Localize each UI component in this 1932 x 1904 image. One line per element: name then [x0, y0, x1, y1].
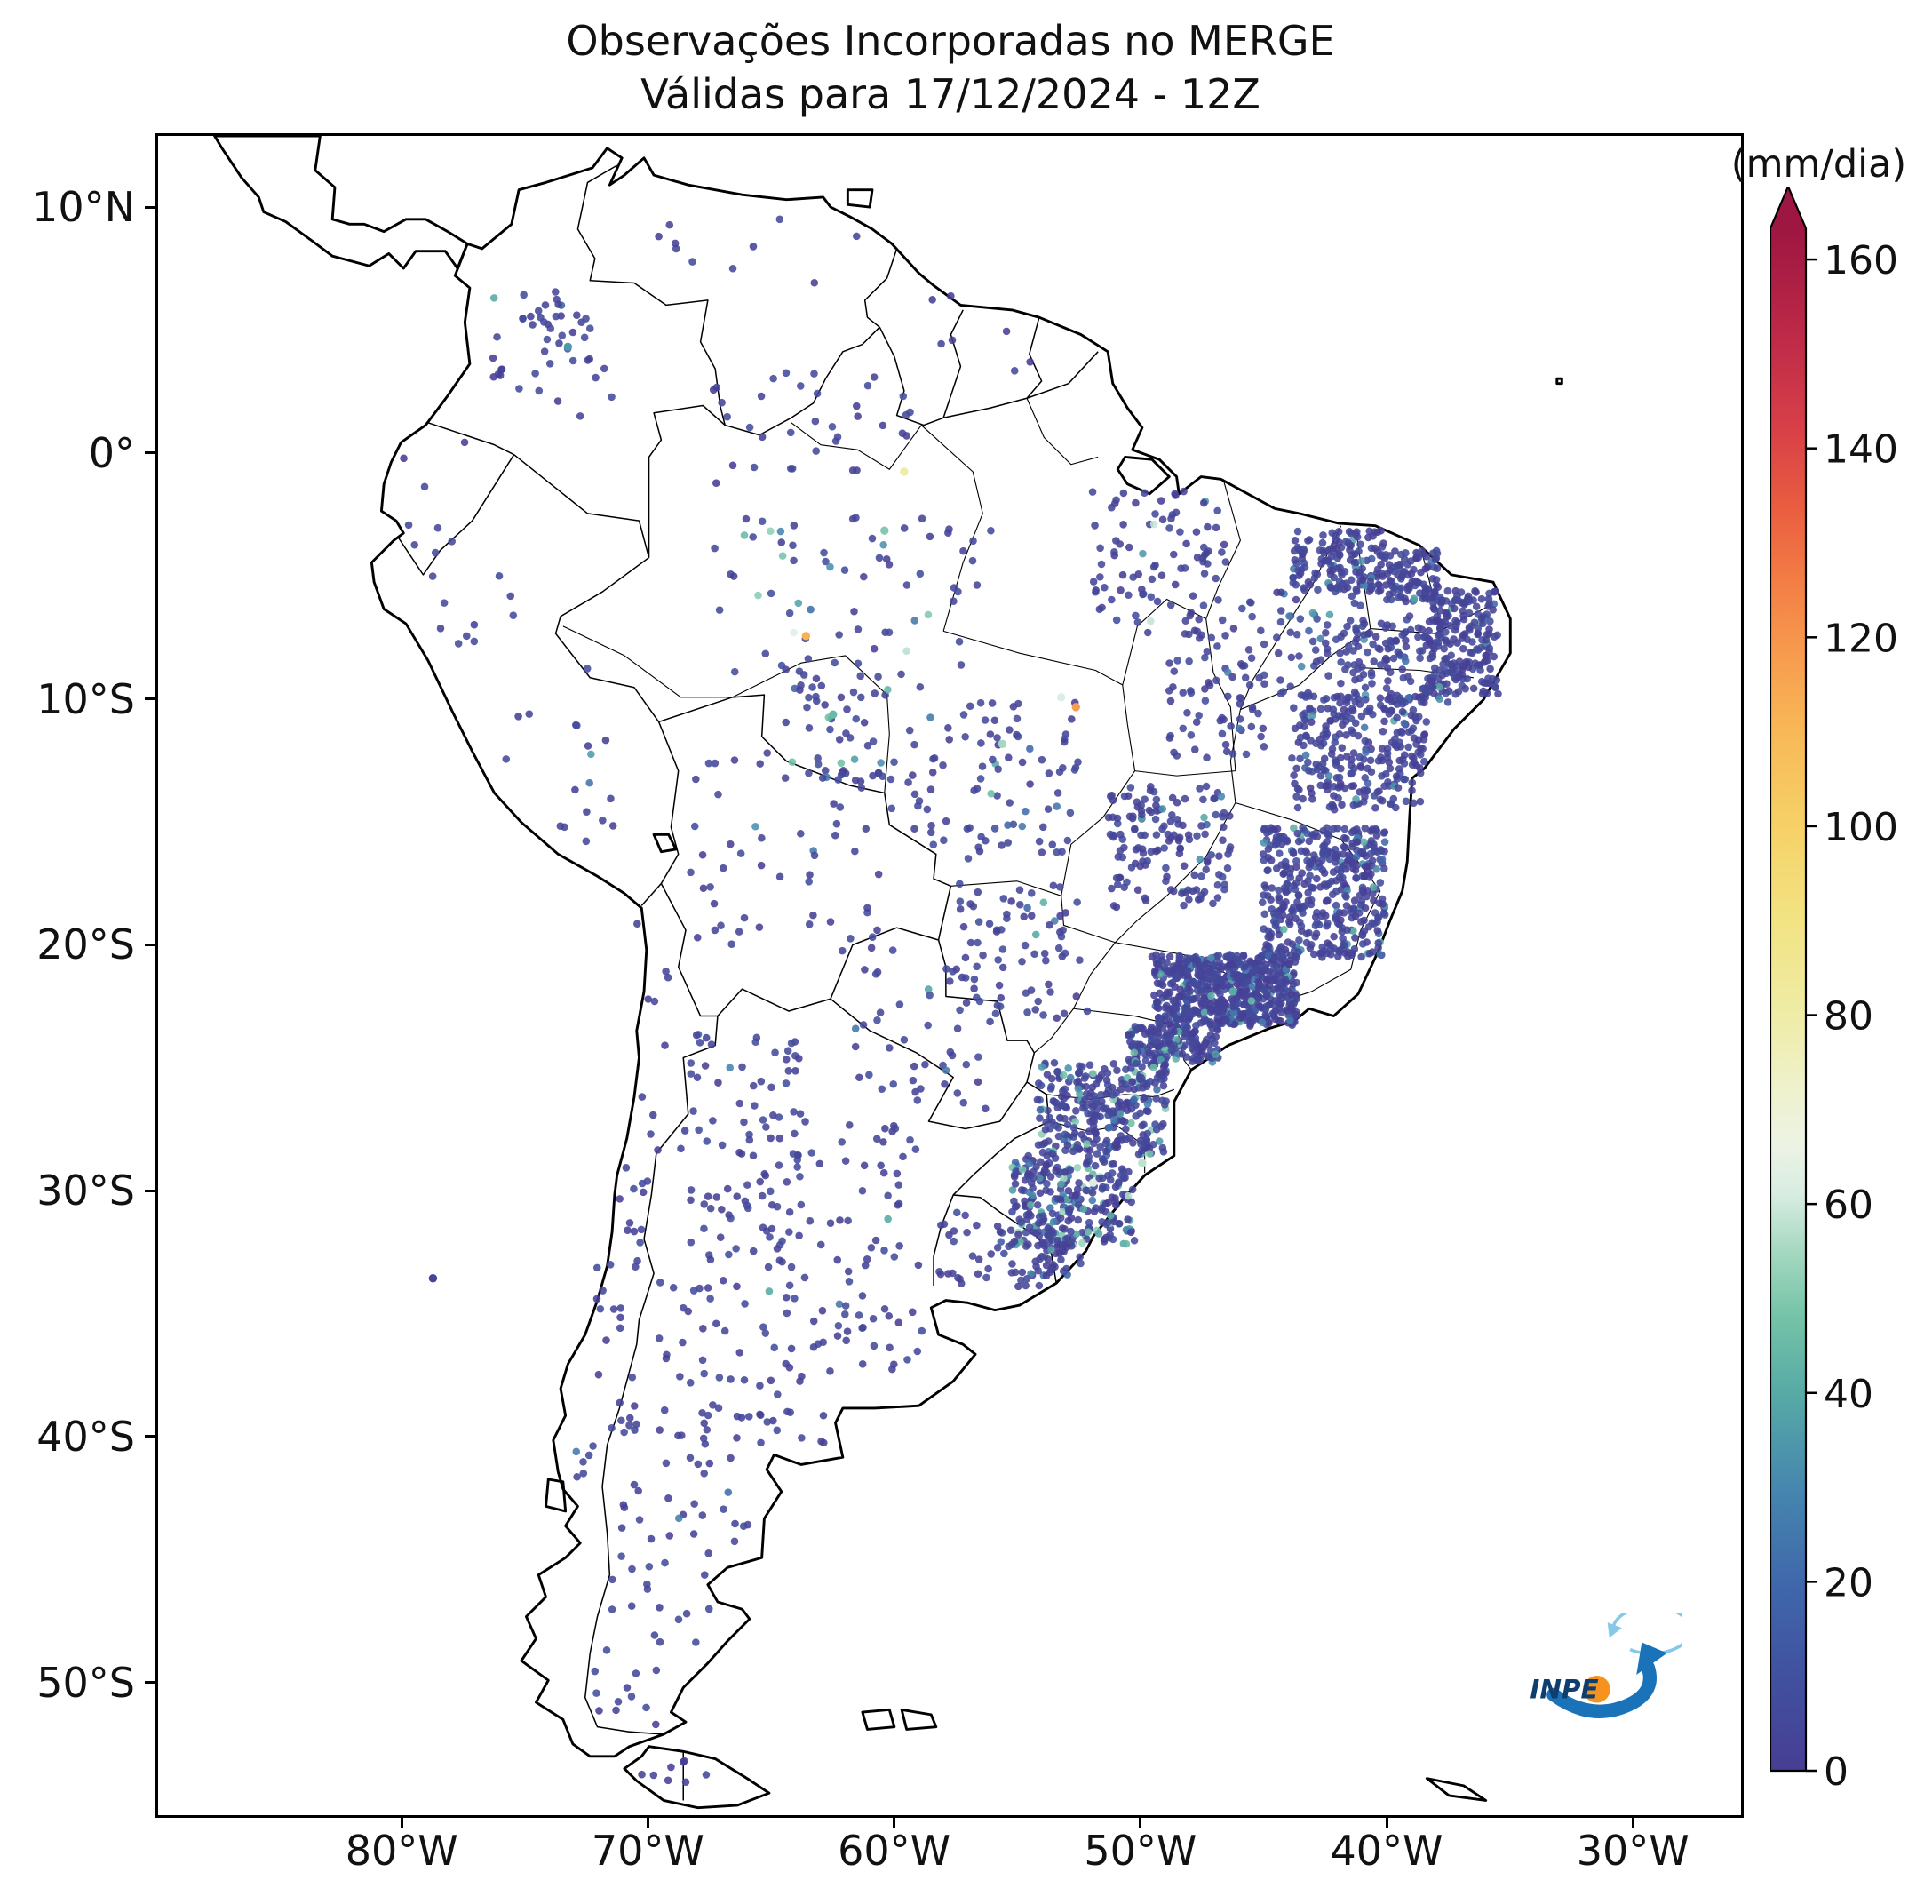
- x-tick-label: 60°W: [838, 1827, 951, 1875]
- colorbar-gradient-bar: [1770, 187, 1808, 1773]
- y-tick-mark: [145, 697, 155, 701]
- title-line-2: Válidas para 17/12/2024 - 12Z: [640, 70, 1260, 118]
- x-tick-mark: [1139, 1818, 1142, 1828]
- colorbar-tick-label: 160: [1824, 238, 1898, 283]
- x-tick-mark: [646, 1818, 649, 1828]
- title-line-1: Observações Incorporadas no MERGE: [566, 17, 1335, 65]
- x-tick-label: 70°W: [591, 1827, 704, 1875]
- y-tick-label: 0°: [88, 428, 135, 477]
- y-tick-label: 50°S: [36, 1658, 135, 1707]
- country-borders: [398, 164, 1099, 1801]
- y-tick-label: 40°S: [36, 1412, 135, 1461]
- y-tick-mark: [145, 1681, 155, 1685]
- logo-swoosh-arrow: [1546, 1661, 1657, 1718]
- colorbar-tick-label: 140: [1824, 427, 1898, 473]
- logo-swoosh-arrowhead: [1636, 1642, 1667, 1676]
- y-tick-label: 10°N: [32, 183, 135, 232]
- inpe-logo: INPE: [1507, 1605, 1692, 1731]
- y-tick-label: 10°S: [36, 674, 135, 723]
- x-tick-mark: [1385, 1818, 1388, 1828]
- chart-title: Observações Incorporadas no MERGE Válida…: [155, 14, 1745, 121]
- y-tick-mark: [145, 943, 155, 946]
- x-tick-label: 40°W: [1330, 1827, 1443, 1875]
- map-axes: INPE: [155, 133, 1744, 1818]
- x-tick-label: 50°W: [1084, 1827, 1197, 1875]
- colorbar-tick-label: 120: [1824, 616, 1898, 661]
- y-tick-mark: [145, 205, 155, 209]
- coastlines: [213, 136, 1563, 1810]
- y-tick-mark: [145, 451, 155, 455]
- logo-swirl-arrowhead: [1607, 1622, 1622, 1638]
- colorbar-tick-label: 100: [1824, 805, 1898, 850]
- logo-orange-ball: [1583, 1676, 1610, 1703]
- y-tick-mark: [145, 1189, 155, 1192]
- colorbar-tick-label: 0: [1824, 1749, 1849, 1786]
- x-tick-label: 30°W: [1576, 1827, 1690, 1875]
- inpe-logo-graphic: INPE: [1530, 1605, 1692, 1718]
- y-tick-mark: [145, 1435, 155, 1438]
- colorbar-tick-label: 60: [1824, 1183, 1873, 1228]
- y-tick-label: 20°S: [36, 920, 135, 969]
- colorbar-tick-label: 20: [1824, 1560, 1873, 1605]
- x-tick-mark: [893, 1818, 896, 1828]
- x-tick-mark: [1631, 1818, 1634, 1828]
- colorbar: 0 20 40 60 80 100 120 140 160: [1770, 187, 1898, 1786]
- observation-points: [400, 215, 1502, 1787]
- x-tick-label: 80°W: [345, 1827, 458, 1875]
- colorbar-tick-label: 40: [1824, 1372, 1873, 1417]
- colorbar-unit-label: (mm/dia): [1730, 142, 1907, 187]
- colorbar-tick-label: 80: [1824, 994, 1873, 1040]
- south-america-map: [213, 136, 1563, 1810]
- x-tick-mark: [400, 1818, 403, 1828]
- y-tick-label: 30°S: [36, 1167, 135, 1215]
- logo-text: INPE: [1530, 1674, 1598, 1704]
